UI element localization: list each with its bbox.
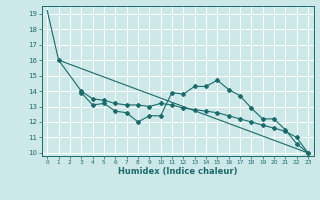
X-axis label: Humidex (Indice chaleur): Humidex (Indice chaleur) (118, 167, 237, 176)
